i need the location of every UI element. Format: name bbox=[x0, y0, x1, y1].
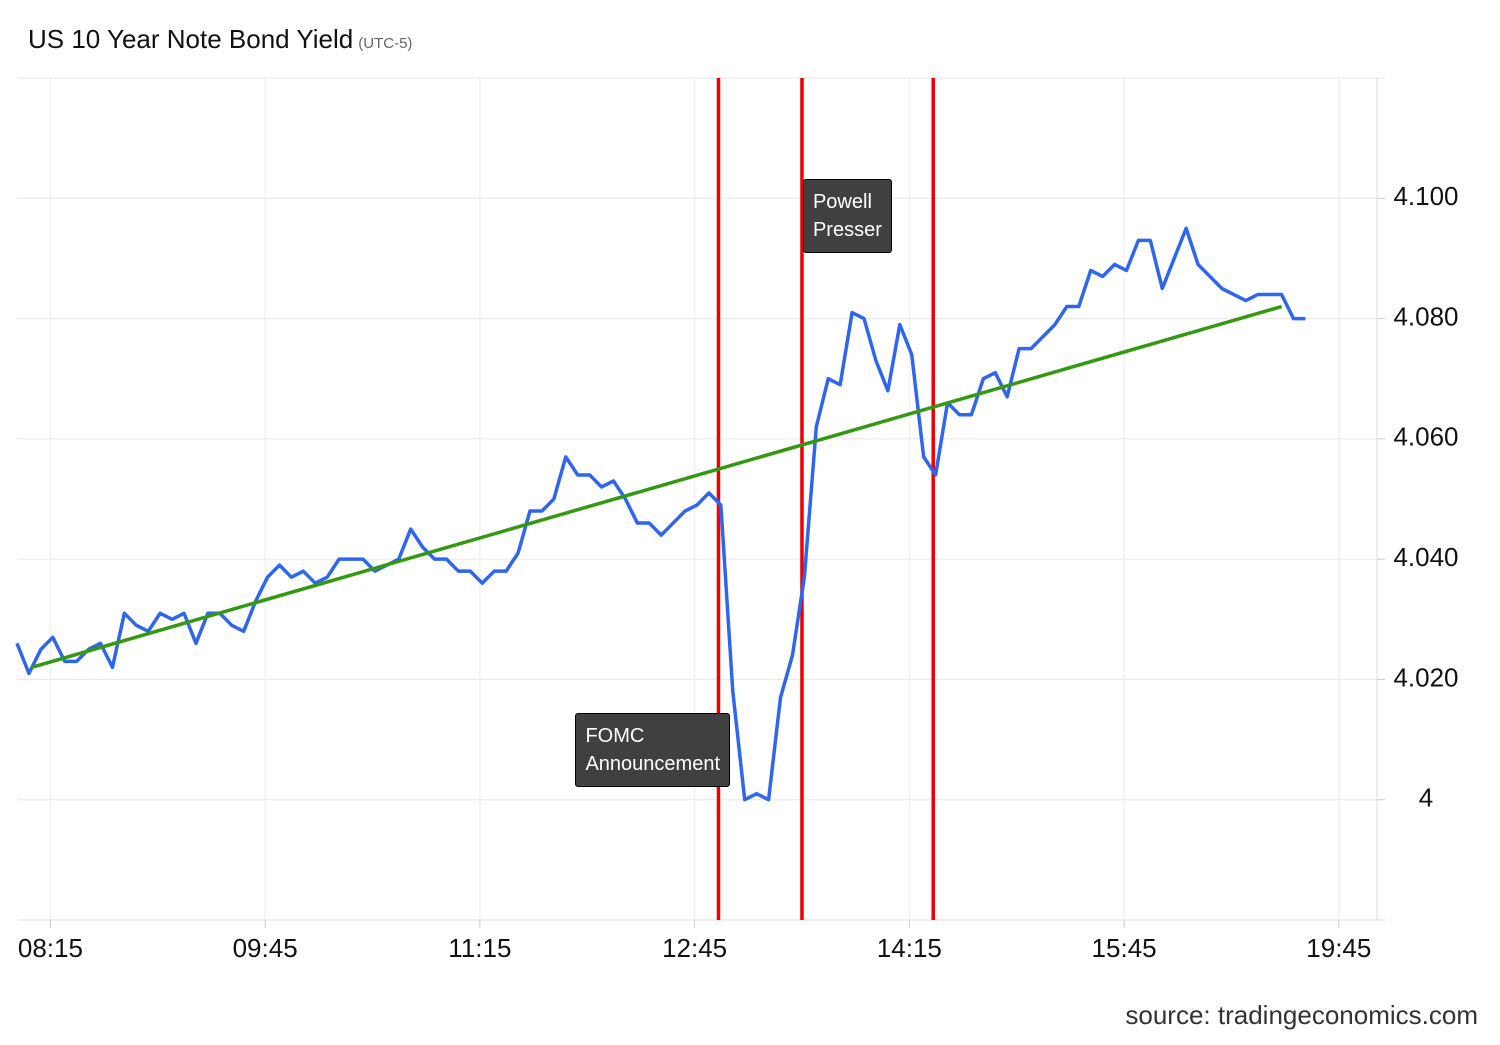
x-tick-label: 09:45 bbox=[233, 933, 298, 963]
x-tick-label: 11:15 bbox=[448, 933, 511, 963]
series-line bbox=[30, 304, 1283, 670]
y-tick-label: 4.060 bbox=[1393, 422, 1458, 452]
annotation-label: FOMC Announcement bbox=[575, 713, 730, 787]
x-tick-label: 14:15 bbox=[877, 933, 942, 963]
x-tick-label: 12:45 bbox=[662, 933, 727, 963]
x-tick-label: 15:45 bbox=[1092, 933, 1157, 963]
x-tick-label: 19:45 bbox=[1306, 933, 1371, 963]
y-tick-label: 4.040 bbox=[1393, 542, 1458, 572]
y-tick-label: 4.080 bbox=[1393, 301, 1458, 331]
chart-subtitle: (UTC-5) bbox=[358, 35, 412, 52]
chart-title: US 10 Year Note Bond Yield bbox=[28, 24, 353, 54]
x-tick-label: 08:15 bbox=[18, 933, 83, 963]
y-tick-label: 4.020 bbox=[1393, 662, 1458, 692]
y-tick-label: 4 bbox=[1419, 783, 1433, 813]
source: source: tradingeconomics.com bbox=[1125, 1000, 1478, 1030]
annotation-label: Powell Presser bbox=[802, 179, 892, 253]
y-tick-label: 4.100 bbox=[1393, 181, 1458, 211]
series-line bbox=[15, 226, 1306, 802]
